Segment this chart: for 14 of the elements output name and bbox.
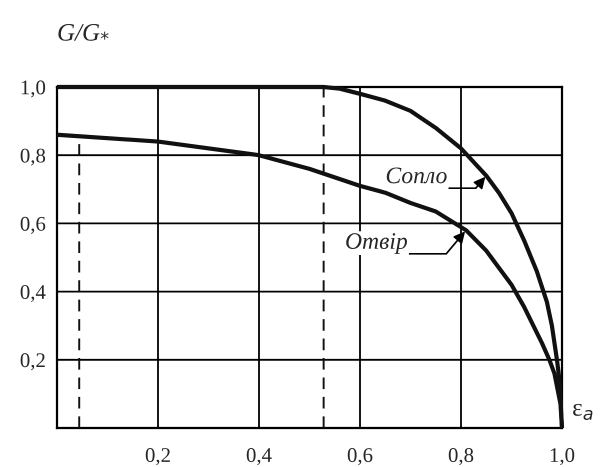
annotation: Сопло [386,167,447,184]
annotation: Отвір [346,233,407,254]
y-tick-label: 0,4 [20,284,46,302]
y-tick-label: 0,8 [20,148,46,166]
y-tick-label: 1,0 [22,80,46,98]
x-tick-label: 0,6 [348,448,372,466]
x-tick-label: 1,0 [550,448,574,466]
y-axis-title: G/G$_{*}$ [58,24,109,41]
x-tick-label: 0,8 [448,448,474,466]
y-tick-label: 0,6 [20,216,46,234]
x-axis-title: ε$_{a}$ [573,404,592,420]
x-tick-label: 0,4 [246,448,272,466]
y-tick-label: 0,2 [20,353,45,370]
x-tick-label: 0,2 [146,448,170,466]
